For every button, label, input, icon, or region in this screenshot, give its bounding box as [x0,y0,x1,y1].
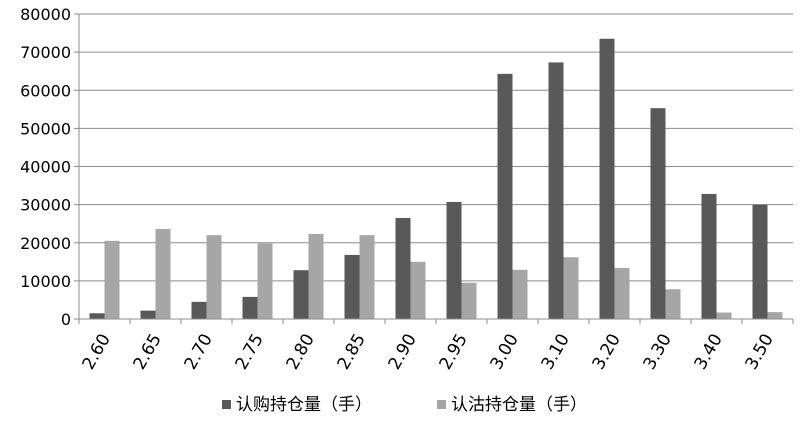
x-tick-label: 2.65 [130,331,166,374]
y-axis: 0 10000 20000 30000 40000 50000 60000 70000 8000… [20,5,80,329]
y-tick-label: 70000 [20,43,71,62]
put-bar [308,233,324,319]
x-axis: 2.60 2.65 2.70 2.75 2.80 2.85 2.90 2.95 3.00 3.10… [78,318,794,374]
legend-swatch [437,400,446,409]
x-tick-label: 2.70 [181,331,217,374]
y-tick-label: 0 [61,310,71,329]
call-bar [650,108,666,319]
call-bar [701,193,717,319]
put-bar [665,289,681,319]
call-bar [89,313,105,319]
put-bar [563,257,579,319]
y-tick-label: 50000 [20,119,71,138]
call-bar [446,201,462,319]
put-bar [410,261,426,319]
y-tick-label: 30000 [20,196,71,215]
put-bar [359,235,375,319]
x-tick-label: 3.10 [538,331,574,374]
x-tick-label: 2.95 [436,331,472,374]
call-bar [191,301,207,319]
put-bar [512,269,528,319]
y-tick-label: 10000 [20,272,71,291]
gridlines [79,13,793,320]
y-tick-label: 80000 [20,5,71,24]
put-bar [614,267,630,319]
legend-swatch [222,400,231,409]
x-tick-label: 3.20 [589,331,625,374]
call-bar [497,73,513,319]
put-bar [206,235,222,319]
x-tick-label: 3.40 [691,331,727,374]
x-tick-label: 3.00 [487,331,523,374]
legend-label: 认沽持仓量（手） [451,395,587,415]
legend-label: 认购持仓量（手） [236,395,372,415]
put-bar [767,312,783,319]
call-bar [242,296,258,319]
x-tick-label: 2.80 [283,331,319,374]
put-bar [716,312,732,319]
y-tick-label: 20000 [20,234,71,253]
call-bar [548,62,564,319]
x-tick-label: 2.90 [385,331,421,374]
put-bar [257,243,273,319]
x-tick-label: 2.75 [232,331,268,374]
y-tick-label: 60000 [20,81,71,100]
y-tick-label: 40000 [20,158,71,177]
bars [89,38,783,319]
x-tick-label: 2.60 [79,331,115,374]
put-bar [155,229,171,319]
call-bar [752,204,768,319]
call-bar [293,270,309,319]
legend: 认购持仓量（手） 认沽持仓量（手） [222,395,587,415]
call-bar [344,254,360,319]
x-tick-label: 2.85 [334,331,370,374]
call-bar [599,38,615,319]
x-tick-label: 3.50 [742,331,778,374]
call-bar [395,217,411,319]
call-bar [140,310,156,319]
x-tick-label: 3.30 [640,331,676,374]
put-bar [104,240,120,319]
put-bar [461,282,477,319]
